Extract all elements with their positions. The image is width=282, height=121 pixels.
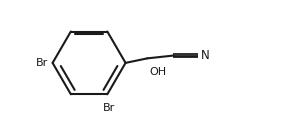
Text: Br: Br <box>36 58 49 68</box>
Text: N: N <box>201 49 210 62</box>
Text: Br: Br <box>103 103 115 113</box>
Text: OH: OH <box>149 67 167 77</box>
